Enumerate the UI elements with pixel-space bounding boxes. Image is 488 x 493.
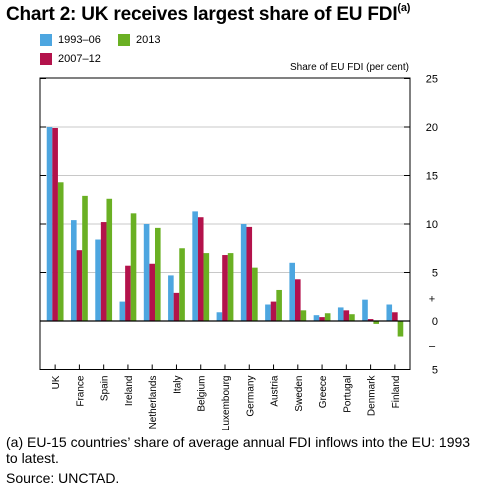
category-label: Denmark	[367, 375, 378, 417]
legend-item-2007-12: 2007–12	[40, 53, 101, 65]
bar-luxembourg-0	[216, 312, 223, 321]
bar-italy-0	[168, 275, 174, 321]
category-label: Luxembourg	[221, 376, 232, 431]
bar-finland-1	[392, 312, 398, 321]
category-label: Austria	[270, 375, 281, 407]
bar-ireland-1	[125, 265, 131, 321]
bar-denmark-2	[373, 321, 379, 324]
legend-swatch-2007-12	[40, 53, 52, 65]
y-tick-label: 20	[426, 122, 438, 134]
bar-belgium-0	[192, 211, 198, 321]
legend-label-2007-12: 2007–12	[58, 53, 101, 65]
legend-item-1993-06: 1993–06	[40, 34, 101, 46]
bar-france-0	[71, 220, 77, 321]
category-label: Netherlands	[148, 376, 159, 430]
category-label: Italy	[172, 376, 183, 394]
bar-netherlands-1	[149, 263, 155, 321]
bar-sweden-1	[295, 279, 301, 321]
legend-swatch-1993-06	[40, 34, 52, 46]
bar-denmark-0	[362, 299, 368, 321]
footnote: (a) EU-15 countries’ share of average an…	[6, 434, 471, 466]
bar-spain-2	[106, 198, 113, 321]
category-label: Sweden	[294, 376, 305, 412]
bar-denmark-1	[367, 319, 374, 321]
bar-luxembourg-1	[222, 255, 228, 321]
bar-luxembourg-2	[227, 253, 234, 321]
bar-uk-1	[52, 127, 58, 321]
bar-uk-0	[46, 127, 53, 321]
chart-title-text: Chart 2: UK receives largest share of EU…	[6, 4, 398, 25]
category-label: Spain	[100, 376, 111, 402]
bar-france-2	[82, 195, 88, 321]
bar-italy-1	[173, 292, 180, 321]
bar-spain-1	[100, 222, 107, 321]
bar-belgium-1	[197, 217, 204, 321]
bar-finland-2	[397, 321, 404, 337]
category-label: Finland	[391, 376, 402, 409]
bar-greece-2	[324, 313, 331, 321]
bar-greece-0	[313, 315, 320, 321]
bar-spain-0	[95, 239, 101, 321]
y-tick-label: 15	[426, 171, 438, 183]
bar-france-1	[76, 250, 83, 321]
chart-title-note: (a)	[397, 2, 411, 14]
bar-austria-1	[270, 301, 277, 321]
bar-germany-0	[240, 224, 247, 321]
bar-italy-2	[179, 248, 185, 321]
category-label: UK	[51, 375, 62, 389]
bar-sweden-0	[289, 262, 295, 321]
bar-chart: 5 0 5 10 15 20 25 + – UK France Spain Ireland Netherl…	[39, 74, 438, 431]
legend-item-2013: 2013	[118, 34, 160, 46]
bar-greece-1	[319, 317, 325, 321]
bar-netherlands-0	[143, 224, 150, 321]
category-label: Germany	[245, 376, 256, 417]
bar-uk-2	[57, 182, 64, 321]
bar-portugal-0	[337, 307, 344, 321]
category-label: Belgium	[197, 376, 208, 412]
bar-germany-2	[252, 267, 258, 321]
category-label: Ireland	[124, 376, 135, 407]
bar-austria-0	[265, 304, 271, 321]
bar-austria-2	[276, 289, 282, 321]
chart-title: Chart 2: UK receives largest share of EU…	[6, 2, 411, 26]
category-label: France	[75, 375, 86, 407]
legend-label-2013: 2013	[136, 34, 161, 46]
y-tick-label: 5	[432, 365, 438, 377]
category-label: Greece	[318, 375, 329, 408]
positive-sign-marker: +	[429, 294, 435, 306]
y-tick-label: 10	[426, 219, 438, 231]
bar-belgium-2	[203, 253, 210, 321]
category-label: Portugal	[342, 376, 353, 413]
y-tick-label: 0	[432, 316, 438, 328]
legend-label-1993-06: 1993–06	[58, 34, 101, 46]
bar-ireland-0	[119, 301, 126, 321]
source-note: Source: UNCTAD.	[6, 470, 120, 486]
bar-sweden-2	[300, 310, 307, 321]
negative-sign-marker: –	[429, 340, 436, 352]
bar-germany-1	[246, 226, 253, 321]
y-tick-label: 5	[432, 268, 438, 280]
bar-portugal-1	[343, 310, 350, 321]
bar-portugal-2	[349, 314, 355, 321]
y-tick-label: 25	[426, 74, 438, 86]
y-axis-unit-label: Share of EU FDI (per cent)	[290, 62, 409, 73]
legend-swatch-2013	[118, 34, 130, 46]
bar-ireland-2	[130, 213, 137, 321]
bar-finland-0	[386, 304, 393, 321]
bar-netherlands-2	[155, 227, 161, 321]
